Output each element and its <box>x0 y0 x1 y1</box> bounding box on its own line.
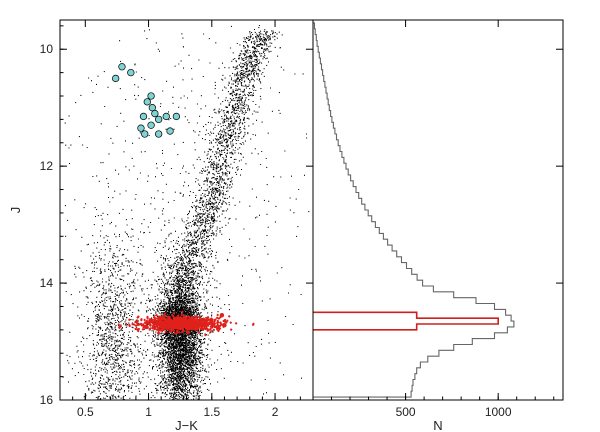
histogram-layer <box>313 22 515 398</box>
cyan-star-marker <box>143 98 151 106</box>
cyan-star-marker <box>118 63 126 71</box>
histogram-panel: 500 1000 <box>312 19 564 419</box>
cyan-star-marker <box>151 109 159 118</box>
red-clump-layer <box>117 310 255 337</box>
red-clump-outlier <box>215 326 221 331</box>
cyan-star-marker <box>141 130 149 138</box>
cyan-star-marker <box>127 68 135 77</box>
field-stars-layer <box>62 24 310 401</box>
histogram-x-tick-label: 1000 <box>485 405 512 419</box>
cyan-star-marker <box>162 112 170 121</box>
cyan-stars-layer <box>112 63 181 138</box>
cyan-star-marker <box>147 92 155 100</box>
cmd-ticks: 0.5 1 1.5 2 10 12 14 16 <box>40 20 313 419</box>
cmd-panel: 0.5 1 1.5 2 10 12 14 16 <box>40 19 314 419</box>
red-clump-histogram <box>313 311 499 331</box>
cmd-x-tick-label: 2 <box>272 405 279 419</box>
cyan-star-marker <box>139 112 148 121</box>
cyan-star-marker <box>147 121 155 129</box>
red-clump-stars <box>117 310 255 337</box>
cmd-x-axis-label: J−K <box>175 418 198 432</box>
cmd-y-tick-label: 16 <box>40 393 54 407</box>
cyan-star-marker <box>112 74 120 83</box>
histogram-x-axis-label: N <box>433 418 442 432</box>
red-clump-outlier <box>143 324 149 330</box>
cmd-x-tick-label: 0.5 <box>77 405 94 419</box>
cyan-star-marker <box>166 127 174 135</box>
cmd-y-tick-label: 14 <box>40 276 54 290</box>
cmd-x-tick-label: 1 <box>145 405 152 419</box>
histogram-frame <box>312 19 564 401</box>
cmd-x-tick-label: 1.5 <box>203 405 220 419</box>
cyan-star-marker <box>172 112 181 121</box>
histogram-x-tick-label: 500 <box>396 405 416 419</box>
j-histogram <box>313 22 515 398</box>
cyan-star-marker <box>155 115 163 124</box>
cyan-star-marker <box>137 124 145 132</box>
red-clump-outlier <box>222 322 227 328</box>
cyan-star-marker <box>155 130 163 138</box>
histogram-ticks: 500 1000 <box>331 20 563 419</box>
field-star-dots <box>62 24 310 401</box>
red-clump-outlier <box>219 313 225 318</box>
cmd-y-axis-label: J <box>8 207 23 214</box>
cmd-y-tick-label: 12 <box>40 159 54 173</box>
cmd-y-tick-label: 10 <box>40 42 54 56</box>
